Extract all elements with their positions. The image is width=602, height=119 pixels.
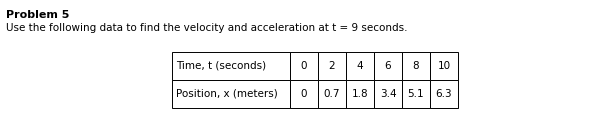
Bar [318,80,346,108]
Text: 0: 0 [301,61,307,71]
Text: 0.7: 0.7 [324,89,340,99]
Text: 6.3: 6.3 [436,89,452,99]
Bar [430,52,458,80]
Text: Problem 5: Problem 5 [6,10,69,20]
Text: 2: 2 [329,61,335,71]
Text: Position, x (meters): Position, x (meters) [176,89,278,99]
Text: Time, t (seconds): Time, t (seconds) [176,61,266,71]
Bar [318,52,346,80]
Text: 1.8: 1.8 [352,89,368,99]
Bar [374,80,402,108]
Bar [290,80,318,108]
Text: Use the following data to find the velocity and acceleration at t = 9 seconds.: Use the following data to find the veloc… [6,23,408,33]
Bar [346,80,374,108]
Text: 4: 4 [357,61,364,71]
Bar [172,80,290,108]
Text: 5.1: 5.1 [408,89,424,99]
Bar [402,52,430,80]
Bar [290,52,318,80]
Text: 10: 10 [438,61,450,71]
Text: 3.4: 3.4 [380,89,396,99]
Bar [374,52,402,80]
Text: 6: 6 [385,61,391,71]
Bar [402,80,430,108]
Bar [172,52,290,80]
Text: 8: 8 [413,61,420,71]
Bar [346,52,374,80]
Bar [430,80,458,108]
Text: 0: 0 [301,89,307,99]
